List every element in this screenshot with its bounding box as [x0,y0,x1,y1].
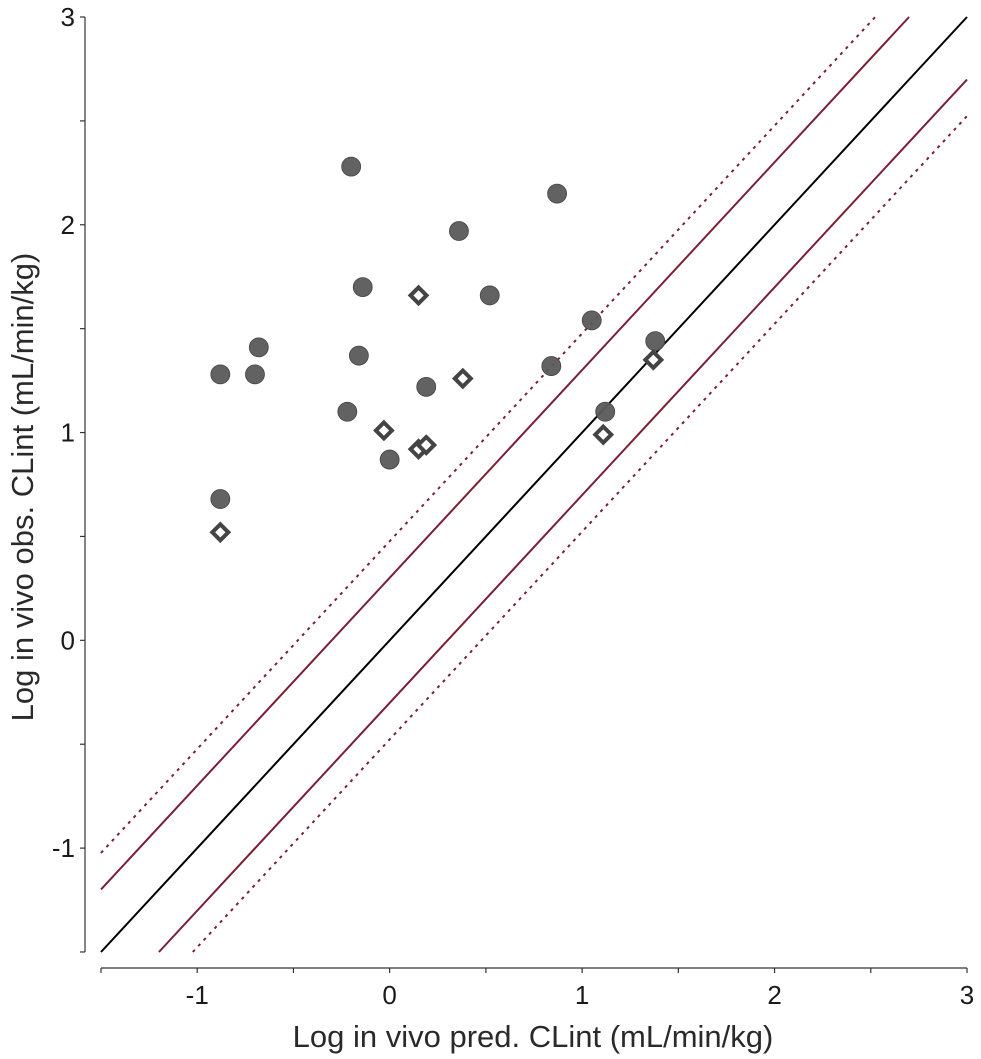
reference-line-three-fold-upper [100,16,876,854]
data-point-circle [541,356,562,376]
data-points [209,156,666,544]
data-point-diamond [592,423,615,446]
data-point-circle [379,449,400,470]
y-tick-label: 1 [61,418,75,448]
axes: -1 0 1 2 3 -1 0 1 2 3 [52,2,974,1010]
data-point-circle [645,331,666,352]
x-tick-label: 2 [767,980,781,1010]
data-point-diamond [373,419,395,442]
data-point-circle [595,401,616,422]
data-point-circle [210,364,231,385]
data-point-circle [341,156,362,177]
y-axis-title: Log in vivo obs. CLint (mL/min/kg) [5,253,40,722]
data-point-diamond [451,367,474,390]
x-tick-label: 0 [382,980,396,1010]
data-point-diamond [209,521,232,544]
data-point-circle [416,376,437,397]
y-tick-label: -1 [52,833,75,863]
data-point-circle [245,364,265,385]
data-point-circle [479,285,500,306]
y-tick-label: 2 [61,210,75,240]
y-tick-label: 0 [61,625,75,655]
data-point-circle [547,183,567,204]
data-point-circle [352,277,373,298]
y-tick-label: 3 [61,2,75,32]
reference-line-three-fold-lower [192,115,968,953]
data-point-diamond [415,434,438,456]
reference-line-two-fold-lower [158,78,968,953]
data-point-circle [210,489,231,509]
reference-line-identity [100,16,968,953]
x-tick-label: 3 [960,980,974,1010]
data-point-circle [449,221,469,241]
data-point-circle [248,337,269,358]
data-point-circle [348,345,369,366]
reference-lines [100,16,968,953]
data-point-circle [581,310,602,331]
data-point-diamond [407,284,430,307]
x-axis-title: Log in vivo pred. CLint (mL/min/kg) [293,1019,774,1054]
x-tick-label: -1 [186,980,209,1010]
data-point-circle [337,401,358,422]
data-point-diamond [642,349,665,371]
reference-line-two-fold-upper [100,16,910,891]
x-tick-label: 1 [575,980,589,1010]
